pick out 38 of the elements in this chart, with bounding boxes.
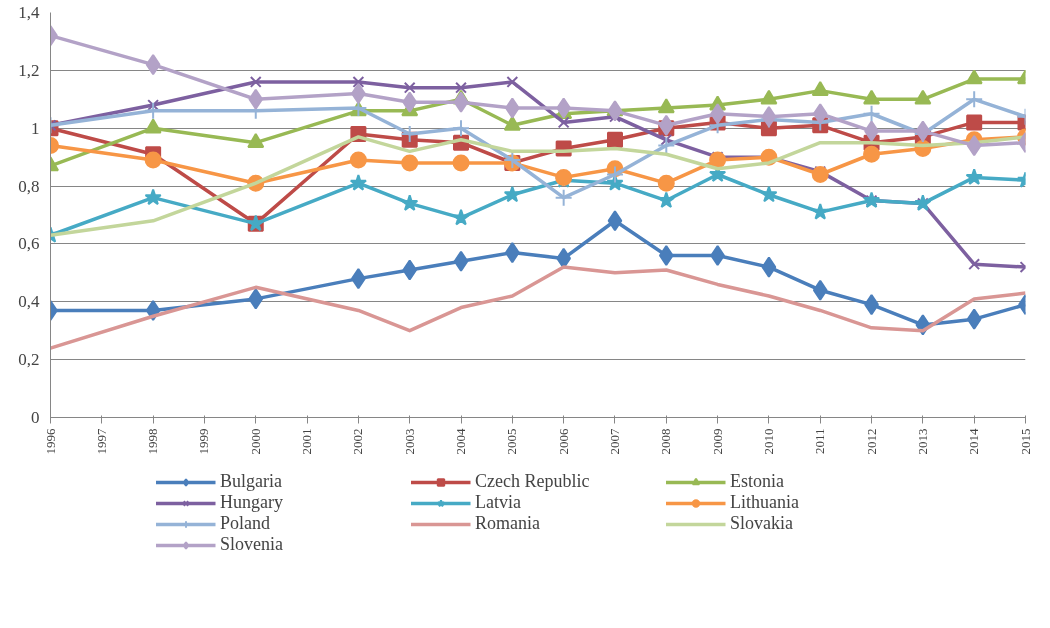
legend-label: Lithuania [730,492,800,513]
legend-label: Hungary [220,492,284,513]
x-tick-label: 2002 [350,428,366,455]
legend-label: Estonia [730,471,785,492]
y-tick-label: 1,2 [18,60,40,80]
x-tick-label: 2011 [812,428,828,455]
x-tick-label: 2009 [709,428,725,455]
x-tick-label: 1996 [42,428,58,455]
x-tick-label: 2008 [658,428,674,455]
x-tick-label: 2014 [966,428,982,455]
y-tick-label: 0,8 [18,176,40,196]
x-tick-label: 2007 [606,428,622,455]
x-tick-label: 2000 [247,428,263,455]
x-tick-label: 2006 [555,428,571,455]
x-tick-label: 1999 [196,428,212,455]
legend-label: Latvia [475,492,522,513]
legend-label: Romania [475,513,541,534]
y-tick-label: 0,2 [18,350,40,370]
x-tick-label: 2003 [401,428,417,455]
x-tick-label: 2004 [453,428,469,455]
y-tick-label: 0,6 [18,234,40,254]
legend-label: Slovenia [220,534,284,555]
y-tick-label: 1,4 [18,3,40,22]
legend-label: Slovakia [730,513,794,534]
x-tick-label: 2015 [1017,428,1033,455]
y-tick-label: 0 [31,408,40,427]
x-tick-label: 2005 [504,428,520,455]
legend-label: Bulgaria [220,471,283,492]
x-tick-label: 2013 [914,428,930,455]
y-tick-label: 0,4 [18,292,40,312]
legend-label: Czech Republic [475,471,591,492]
legend-label: Poland [220,513,271,534]
x-tick-label: 1998 [145,428,161,455]
x-tick-label: 2001 [299,428,315,455]
x-tick-label: 2012 [863,428,879,455]
y-tick-label: 1 [31,118,40,138]
x-tick-label: 1997 [93,428,109,455]
x-tick-label: 2010 [760,428,776,455]
